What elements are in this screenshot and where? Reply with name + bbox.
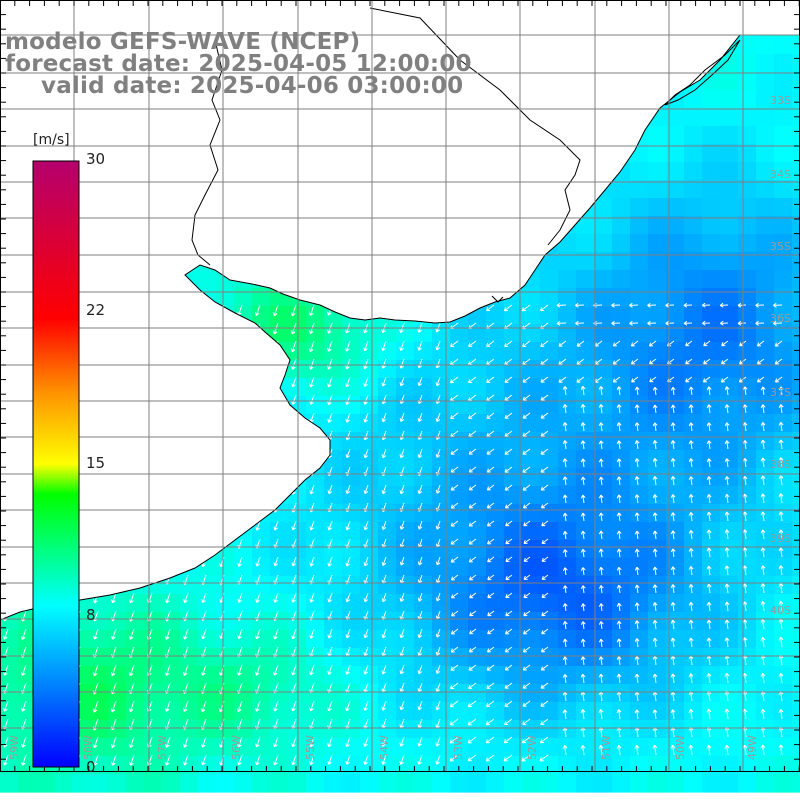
colorbar-tick-22: 22 [86, 301, 106, 319]
lagoon-outline [664, 39, 741, 106]
colorbar-tick-15: 15 [86, 454, 106, 472]
colorbar-unit: [m/s] [33, 132, 70, 148]
model-title: modelo GEFS-WAVE (NCEP) [5, 29, 361, 55]
colorbar-gradient [32, 160, 80, 768]
latitude-labels: 33S 34S 35S 36S 37S 38S 39S 40S [770, 94, 791, 617]
land-mask [0, 0, 800, 621]
colorbar-tick-8: 8 [86, 606, 96, 624]
lon-label: 53W [452, 735, 465, 760]
lat-label: 35S [770, 240, 791, 253]
lon-label: 52W [526, 735, 539, 760]
forecast-date: forecast date: 2025-04-05 12:00:00 [5, 51, 472, 77]
lon-label: 55W [304, 735, 317, 760]
lon-label: 51W [600, 735, 613, 760]
valid-date: valid date: 2025-04-06 03:00:00 [41, 73, 464, 99]
colorbar-tick-0: 0 [86, 758, 96, 776]
lat-label: 39S [770, 532, 791, 545]
uruguay-border [191, 7, 581, 266]
lat-label: 40S [770, 604, 791, 617]
lon-label: 57W [156, 735, 169, 760]
colorbar-tick-30: 30 [86, 150, 106, 168]
longitude-labels: 59W 58W 57W 56W 55W 54W 53W 52W 51W 50W 49W [8, 735, 759, 760]
lon-label: 49W [746, 735, 759, 760]
lat-label: 37S [770, 386, 791, 399]
lat-label: 34S [770, 168, 791, 181]
lon-label: 50W [674, 735, 687, 760]
lon-label: 56W [230, 735, 243, 760]
lon-label: 58W [82, 735, 95, 760]
small-inlet [491, 295, 504, 303]
lon-label: 59W [8, 735, 21, 760]
lat-lon-grid [0, 0, 800, 772]
lat-label: 38S [770, 458, 791, 471]
lat-label: 33S [770, 94, 791, 107]
lon-label: 54W [378, 735, 391, 760]
frame-ticks [0, 0, 800, 772]
lat-label: 36S [770, 312, 791, 325]
coastline [0, 0, 800, 621]
